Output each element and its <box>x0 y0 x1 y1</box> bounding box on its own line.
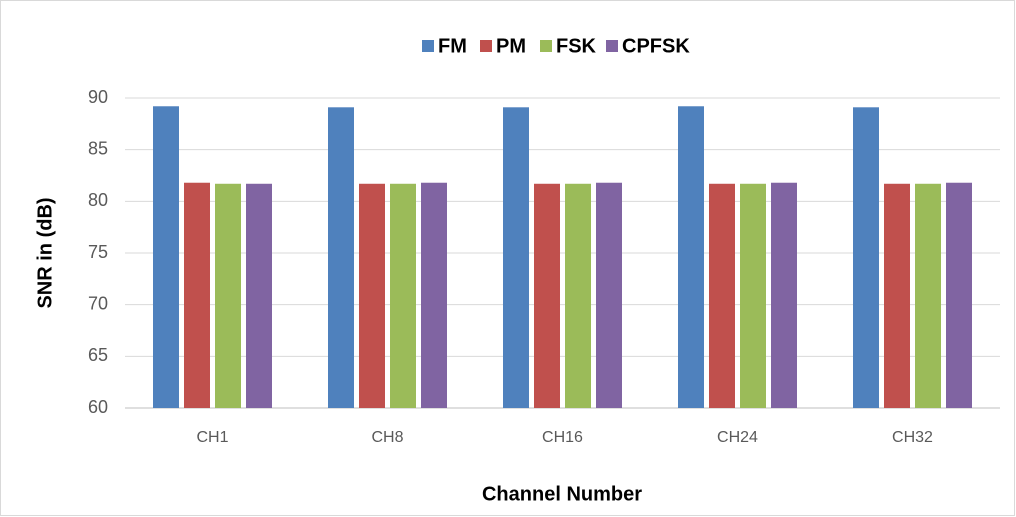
bar <box>678 106 704 409</box>
legend-label: CPFSK <box>622 35 690 57</box>
y-tick-label: 60 <box>88 397 108 417</box>
bar <box>503 107 529 409</box>
x-tick-label: CH8 <box>371 429 403 446</box>
legend-swatch <box>480 40 492 52</box>
bar <box>184 182 210 408</box>
bar <box>153 106 179 409</box>
y-axis-title: SNR in (dB) <box>34 197 56 308</box>
bar <box>565 183 591 408</box>
y-tick-label: 85 <box>88 138 108 158</box>
x-tick-label: CH24 <box>717 429 758 446</box>
bar <box>359 183 385 408</box>
bar <box>740 183 766 408</box>
bar <box>534 183 560 408</box>
y-tick-label: 90 <box>88 87 108 107</box>
legend-swatch <box>540 40 552 52</box>
y-tick-label: 80 <box>88 190 108 210</box>
bar <box>884 183 910 408</box>
bar <box>946 182 972 408</box>
bar <box>853 107 879 409</box>
legend-label: FM <box>438 35 467 57</box>
bar <box>246 183 272 408</box>
x-axis-title: Channel Number <box>482 483 642 505</box>
bar <box>328 107 354 409</box>
legend-label: PM <box>496 35 526 57</box>
legend-swatch <box>422 40 434 52</box>
legend-swatch <box>606 40 618 52</box>
y-tick-label: 70 <box>88 293 108 313</box>
legend-label: FSK <box>556 35 597 57</box>
x-tick-label: CH16 <box>542 429 583 446</box>
bar <box>596 182 622 408</box>
bar <box>915 183 941 408</box>
y-tick-label: 75 <box>88 242 108 262</box>
x-tick-label: CH1 <box>196 429 228 446</box>
bar <box>771 182 797 408</box>
bar <box>709 183 735 408</box>
x-tick-label: CH32 <box>892 429 933 446</box>
bar <box>215 183 241 408</box>
y-tick-label: 65 <box>88 345 108 365</box>
bar <box>390 183 416 408</box>
bar <box>421 182 447 408</box>
